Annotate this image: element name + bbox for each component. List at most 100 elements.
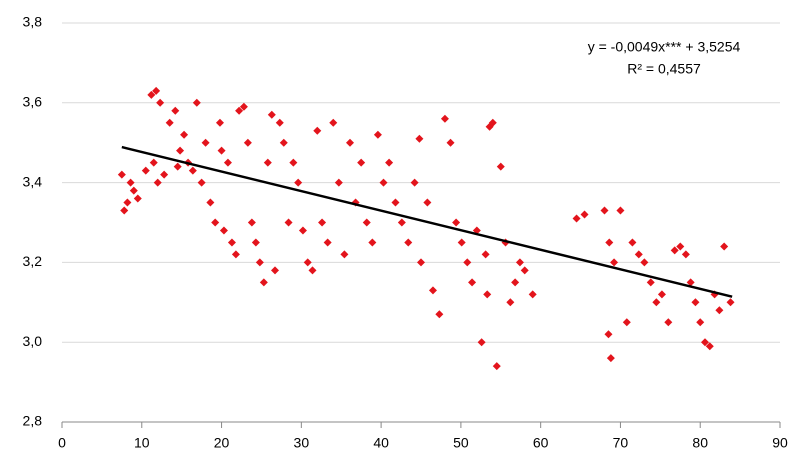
point xyxy=(141,166,150,175)
point xyxy=(201,138,210,147)
point xyxy=(483,290,492,299)
x-tick-label: 40 xyxy=(373,435,389,451)
point xyxy=(404,238,413,247)
point xyxy=(463,258,472,267)
y-tick-label: 3,4 xyxy=(23,173,43,189)
point xyxy=(511,278,520,287)
point xyxy=(440,114,449,123)
r-squared: R² = 0,4557 xyxy=(627,61,701,77)
x-tick-label: 80 xyxy=(692,435,708,451)
point xyxy=(515,258,524,267)
point xyxy=(373,130,382,139)
point xyxy=(379,178,388,187)
x-tick-label: 60 xyxy=(533,435,549,451)
point xyxy=(243,138,252,147)
point xyxy=(149,158,158,167)
point xyxy=(428,286,437,295)
point xyxy=(397,218,406,227)
point xyxy=(219,226,228,235)
point xyxy=(255,258,264,267)
point xyxy=(340,250,349,259)
point xyxy=(289,158,298,167)
x-tick-label: 10 xyxy=(134,435,150,451)
point xyxy=(165,118,174,127)
point xyxy=(652,298,661,307)
point xyxy=(173,162,182,171)
point xyxy=(452,218,461,227)
point xyxy=(160,170,169,179)
x-tick-label: 0 xyxy=(58,435,66,451)
y-tick-label: 3,6 xyxy=(23,94,43,110)
point xyxy=(176,146,185,155)
point xyxy=(197,178,206,187)
point xyxy=(275,118,284,127)
point xyxy=(263,158,272,167)
point xyxy=(481,250,490,259)
point xyxy=(622,318,631,327)
point xyxy=(211,218,220,227)
point xyxy=(572,214,581,223)
x-tick-label: 50 xyxy=(453,435,469,451)
point xyxy=(604,330,613,339)
point xyxy=(385,158,394,167)
point xyxy=(235,106,244,115)
point xyxy=(192,98,201,107)
point xyxy=(580,210,589,219)
point xyxy=(362,218,371,227)
point xyxy=(217,146,226,155)
point xyxy=(223,158,232,167)
point xyxy=(600,206,609,215)
point xyxy=(681,250,690,259)
point xyxy=(701,338,710,347)
y-tick-label: 3,2 xyxy=(23,253,43,269)
point xyxy=(180,130,189,139)
point xyxy=(357,158,366,167)
point xyxy=(720,242,729,251)
point xyxy=(271,266,280,275)
x-tick-label: 30 xyxy=(294,435,310,451)
point xyxy=(423,198,432,207)
point xyxy=(488,118,497,127)
trend-line xyxy=(121,145,733,298)
point xyxy=(279,138,288,147)
point xyxy=(313,126,322,135)
point xyxy=(715,306,724,315)
point xyxy=(691,298,700,307)
point xyxy=(664,318,673,327)
point xyxy=(634,250,643,259)
point xyxy=(318,218,327,227)
point xyxy=(368,238,377,247)
point xyxy=(528,290,537,299)
point xyxy=(705,342,714,351)
y-tick-label: 2,8 xyxy=(23,413,43,429)
point xyxy=(323,238,332,247)
point xyxy=(345,138,354,147)
point xyxy=(606,354,615,363)
point xyxy=(646,278,655,287)
point xyxy=(435,310,444,319)
point xyxy=(284,218,293,227)
point xyxy=(616,206,625,215)
point xyxy=(156,98,165,107)
point xyxy=(206,198,215,207)
point xyxy=(239,102,248,111)
point xyxy=(696,318,705,327)
point xyxy=(133,194,142,203)
x-tick-label: 70 xyxy=(613,435,629,451)
point xyxy=(298,226,307,235)
point xyxy=(670,246,679,255)
point xyxy=(294,178,303,187)
point xyxy=(267,110,276,119)
point xyxy=(506,298,515,307)
point xyxy=(129,186,138,195)
point xyxy=(417,258,425,267)
point xyxy=(227,238,236,247)
point xyxy=(457,238,466,247)
point xyxy=(640,258,649,267)
equation: y = -0,0049x*** + 3,5254 xyxy=(588,39,741,55)
point xyxy=(410,178,419,187)
point xyxy=(215,118,224,127)
point xyxy=(686,278,695,287)
point xyxy=(610,258,619,267)
